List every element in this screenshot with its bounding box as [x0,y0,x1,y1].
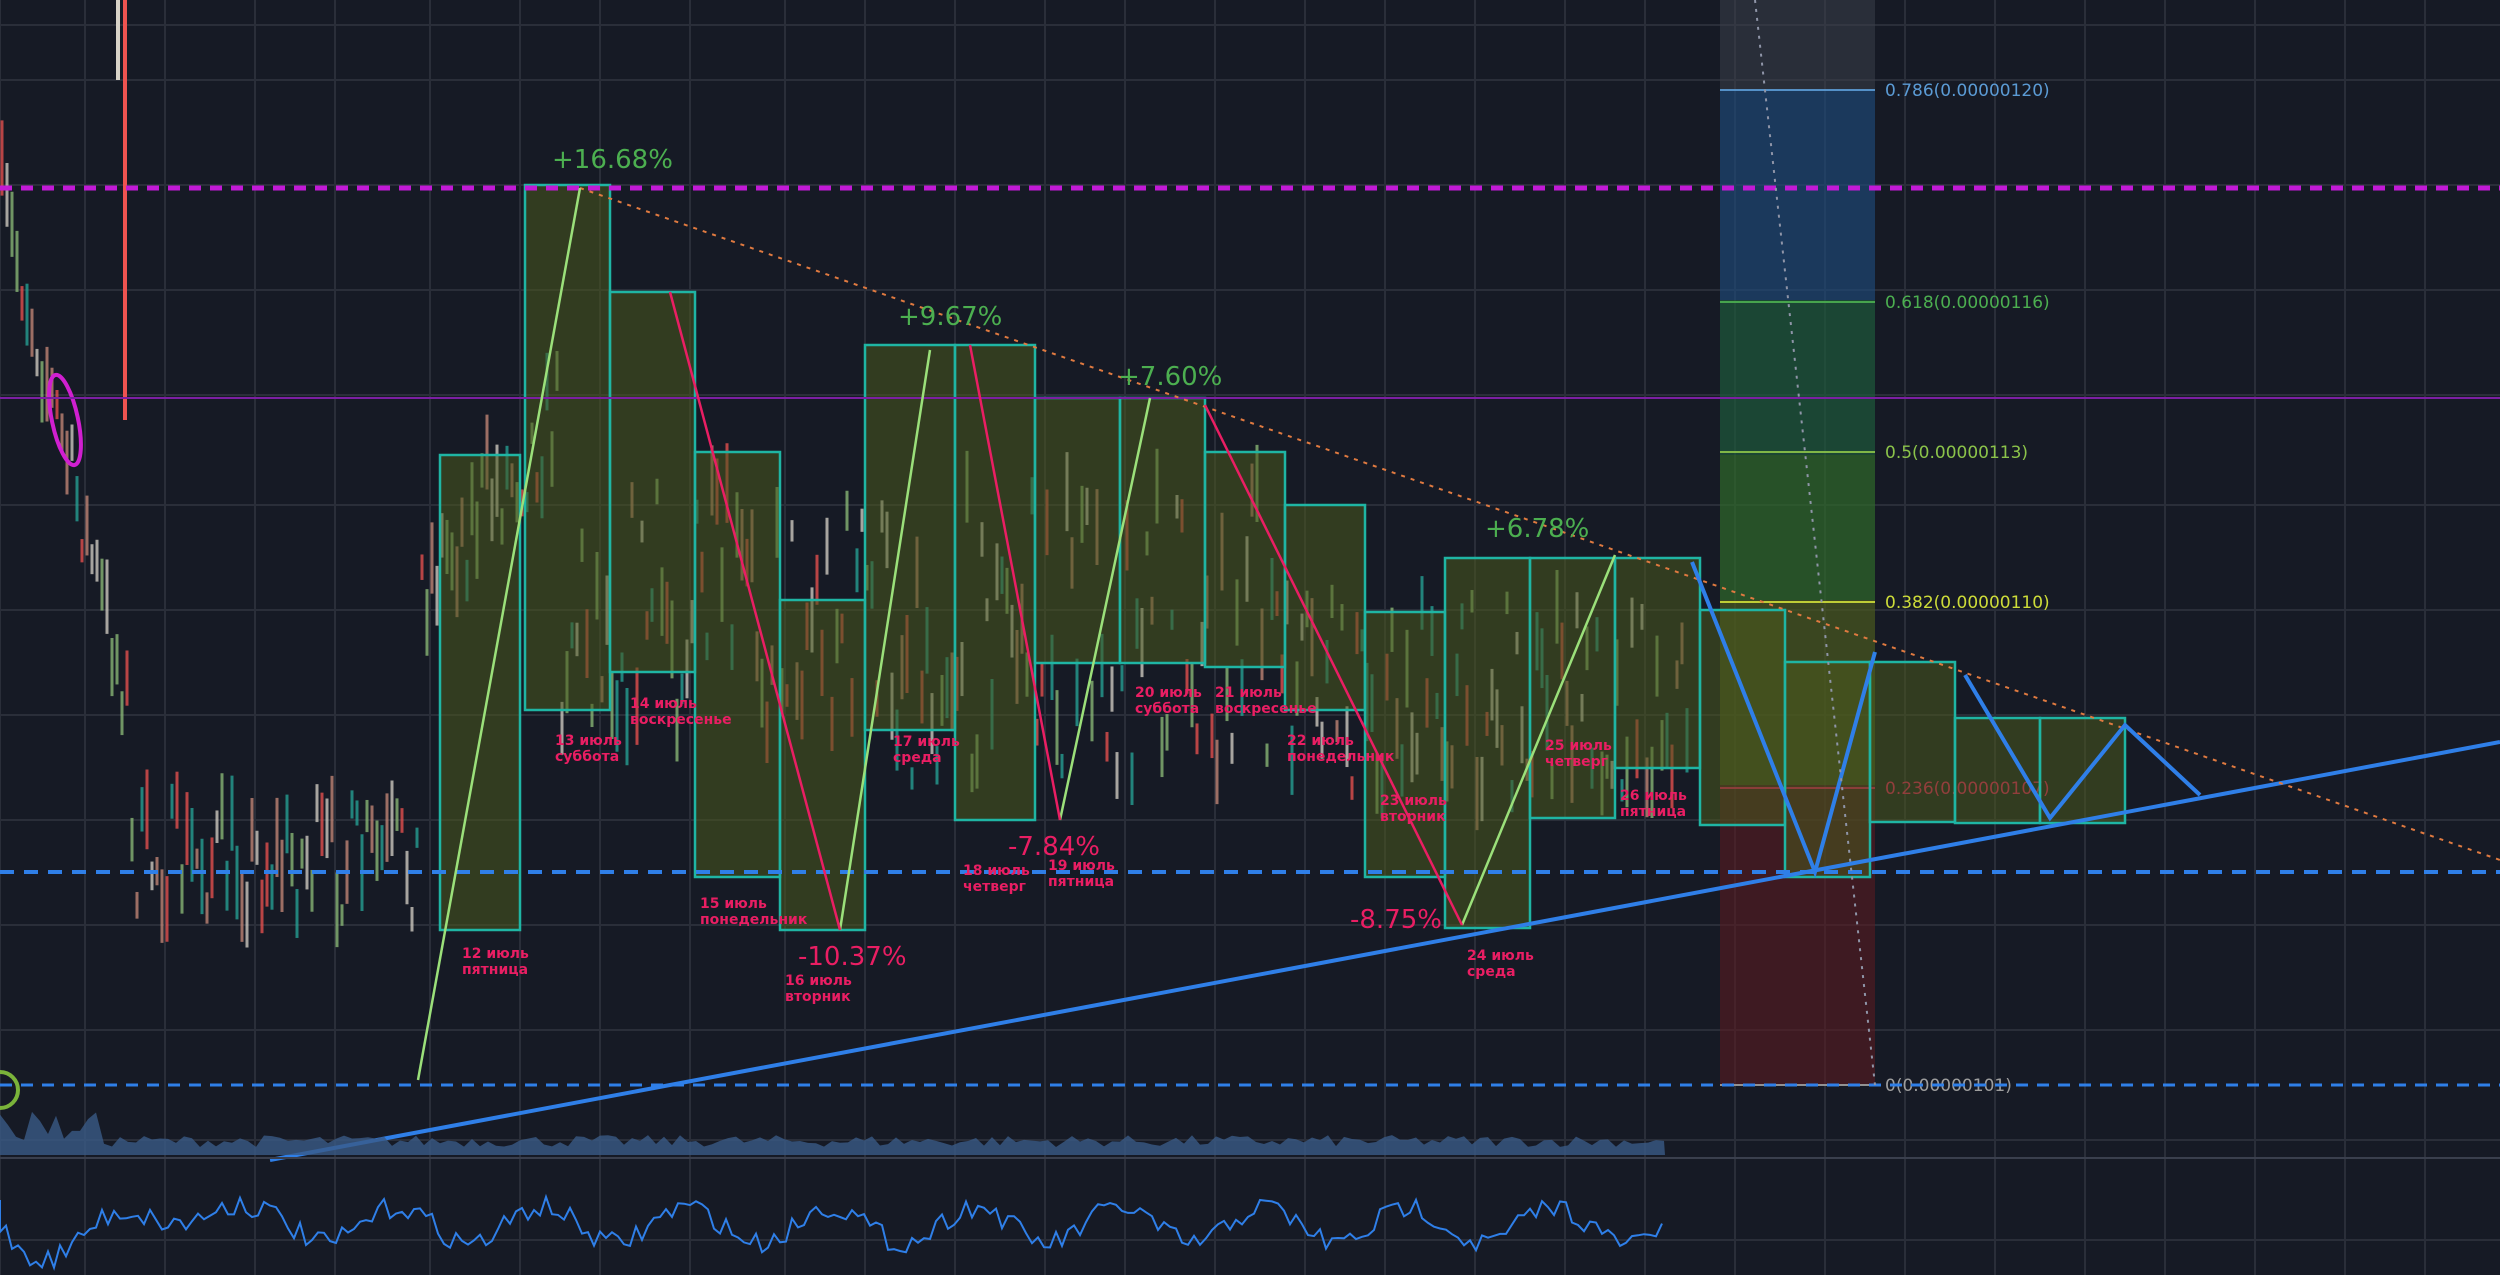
day-label-4: 16 июль вторник [785,973,852,1005]
fib-level-label-5: 0(0.00000101) [1885,1076,2012,1096]
fib-level-label-0: 0.786(0.00000120) [1885,81,2050,101]
day-label-12: 24 июль среда [1467,948,1534,980]
day-box-7 [1033,396,1122,665]
fib-diagonal [1754,0,1876,1086]
day-label-13: 25 июль четверг [1545,738,1612,770]
day-label-8: 20 июль суббота [1135,685,1202,717]
day-box-6 [953,343,1037,822]
fib-level-label-3: 0.382(0.00000110) [1885,593,2050,613]
highlight-ellipse [47,372,83,468]
volume-area [0,1111,1665,1155]
day-label-14: 26 июль пятница [1620,788,1687,820]
fib-zone-1 [1720,90,1875,300]
day-label-2: 14 июль воскресенье [630,696,732,728]
day-box-8 [1118,396,1207,665]
day-box-3 [693,450,782,879]
day-box-14 [1613,556,1702,770]
percent-label-3: +6.78% [1485,514,1589,544]
volume-pane [0,1111,2500,1159]
day-label-11: 23 июль вторник [1380,793,1447,825]
fib-level-label-1: 0.618(0.00000116) [1885,293,2050,313]
day-box-4 [778,598,867,932]
swing-down-arrow-0 [668,291,842,931]
chart-labels: +16.68% +9.67% +7.60% +6.78% -7.84% -10.37% -8… [462,145,1687,1005]
oscillator-line [0,1193,1663,1271]
percent-label-4: -7.84% [1008,832,1100,862]
day-label-0: 12 июль пятница [462,946,529,978]
percent-label-2: +7.60% [1118,362,1222,392]
day-label-9: 21 июль воскресенье [1215,685,1317,717]
day-label-3: 15 июль понедельник [700,896,808,928]
day-box-13 [1528,556,1617,820]
fib-zone-3 [1720,455,1875,600]
day-box-0 [438,453,522,932]
ascending-trendline [269,740,2500,1162]
day-box-16 [1783,660,1872,879]
day-box-1 [523,183,612,712]
day-box-11 [1363,610,1447,879]
swing-up-arrow-2 [1058,397,1152,821]
day-box-15 [1698,608,1787,827]
percent-label-1: +9.67% [898,302,1002,332]
day-label-10: 22 июль понедельник [1287,733,1395,765]
day-box-18 [1953,716,2042,825]
swing-down-arrow-2 [1203,404,1464,926]
projection-path-2 [1963,673,2202,822]
day-box-19 [2038,716,2127,825]
swing-down-arrow-1 [968,344,1062,821]
swing-up-arrow-0 [416,187,582,1081]
day-label-5: 17 июль среда [893,734,960,766]
day-box-10 [1283,503,1367,712]
day-label-6: 18 июль четверг [963,863,1030,895]
percent-label-0: +16.68% [552,145,673,175]
day-label-1: 13 июль суббота [555,733,622,765]
day-box-2 [608,290,697,674]
day-label-7: 19 июль пятница [1048,858,1115,890]
percent-label-6: -8.75% [1350,905,1442,935]
drawn-lines [0,0,2500,1162]
highlight-circle [0,1070,20,1110]
projection-path-1 [1690,561,1877,879]
percent-label-5: -10.37% [798,942,907,972]
day-boxes [438,183,2127,932]
swing-up-arrow-3 [1460,554,1617,926]
oscillator-pane [0,1193,1663,1271]
day-box-5 [863,343,957,732]
swing-up-arrow-1 [838,349,932,931]
fib-level-label-2: 0.5(0.00000113) [1885,443,2028,463]
fibonacci-zones [1720,0,1875,1085]
fib-zone-0 [1720,0,1875,90]
day-box-17 [1868,660,1957,824]
